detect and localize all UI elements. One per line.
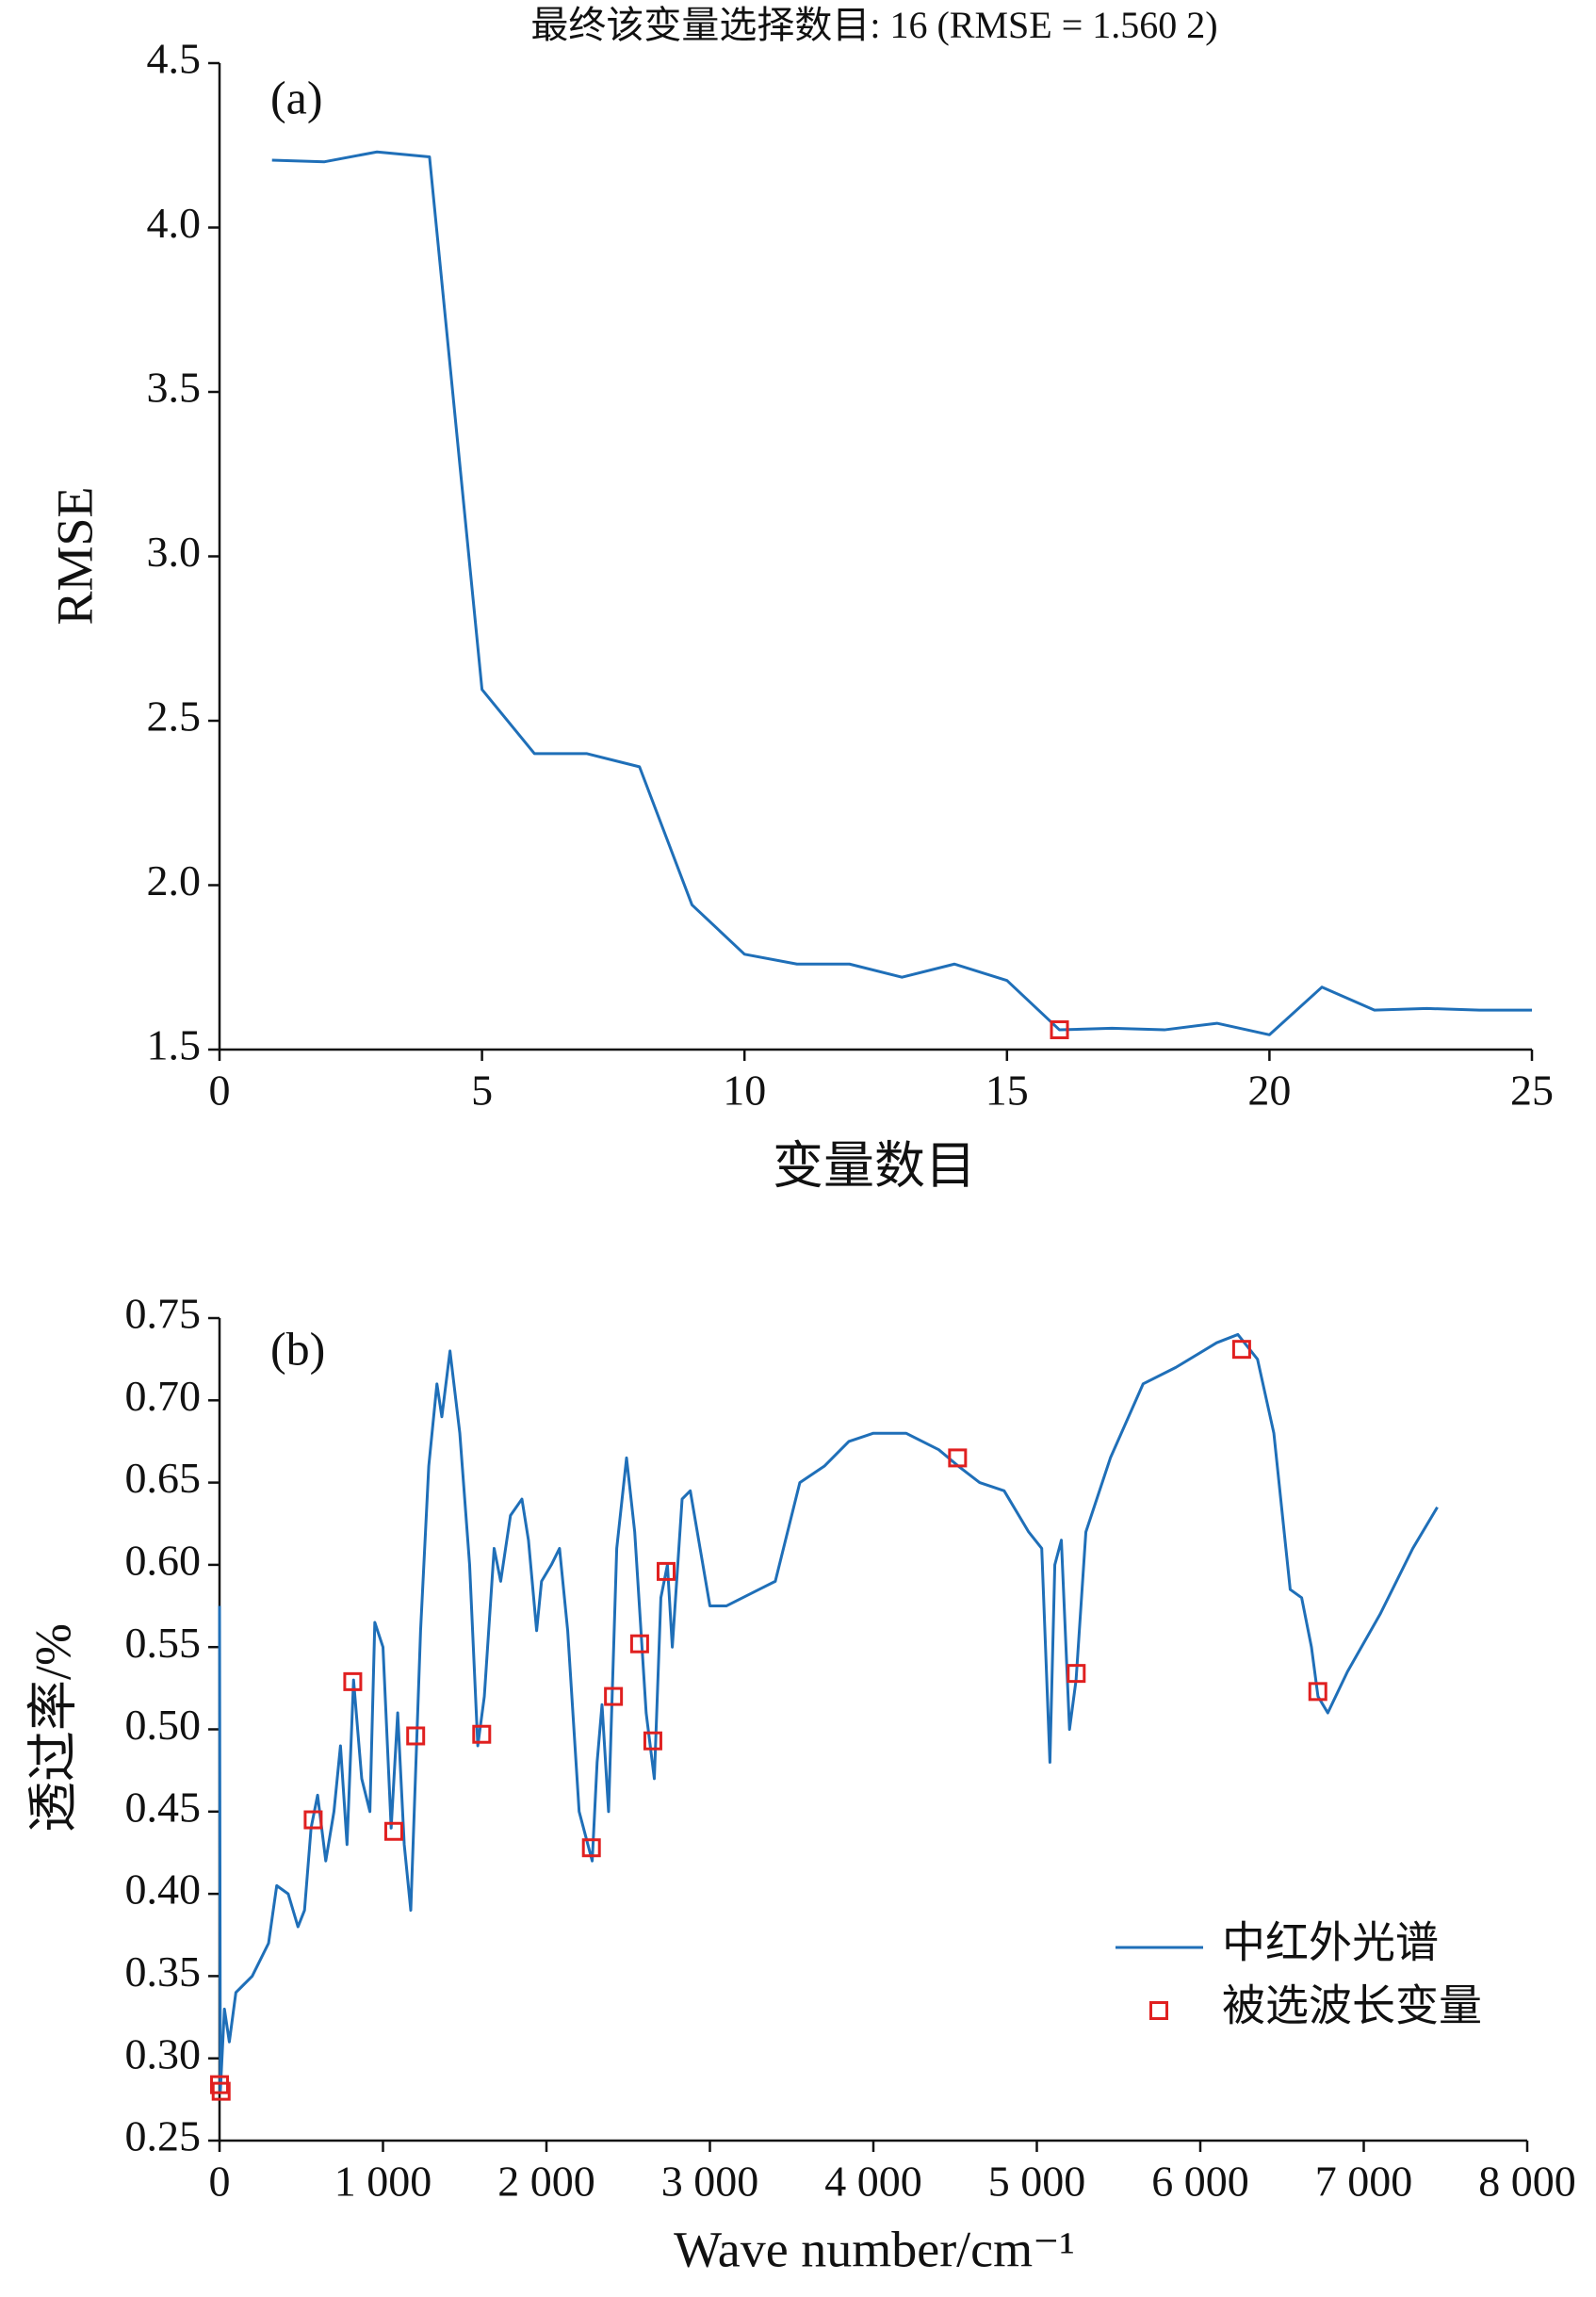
selected-marker	[1050, 1019, 1069, 1039]
selected-marker	[1231, 1340, 1251, 1360]
x-tick-label: 4 000	[824, 2158, 922, 2206]
y-tick-label: 0.60	[125, 1536, 202, 1584]
x-tick-label: 0	[209, 2158, 231, 2206]
y-tick-label: 0.75	[125, 1290, 202, 1338]
x-tick-label: 15	[985, 1067, 1029, 1115]
y-axis-label: 透过率/%	[24, 1623, 81, 1833]
x-tick-label: 20	[1247, 1067, 1291, 1115]
line	[218, 1332, 1439, 2093]
selected-marker	[210, 2075, 229, 2094]
line	[271, 150, 1532, 1036]
selected-marker	[604, 1686, 624, 1706]
selected-marker	[629, 1634, 649, 1654]
y-tick-label: 0.65	[125, 1454, 202, 1502]
panel-label: (a)	[270, 71, 323, 123]
legend-label: 被选波长变量	[1222, 1982, 1482, 2030]
y-tick-label: 0.25	[125, 2112, 202, 2160]
selected-marker	[343, 1671, 363, 1691]
x-tick-label: 1 000	[334, 2158, 432, 2206]
y-tick-label: 3.0	[147, 528, 202, 576]
panel-label: (b)	[270, 1322, 325, 1375]
x-axis-label: 变量数目	[773, 1137, 976, 1194]
y-tick-label: 4.0	[147, 199, 202, 247]
y-axis-label: RMSE	[46, 486, 103, 625]
y-tick-label: 0.35	[125, 1947, 202, 1996]
selected-marker	[406, 1726, 426, 1746]
x-tick-label: 5 000	[988, 2158, 1086, 2206]
legend-marker	[1149, 2001, 1168, 2020]
x-tick-label: 5	[471, 1067, 493, 1115]
y-tick-label: 0.30	[125, 2029, 202, 2077]
selected-marker	[948, 1448, 968, 1468]
x-tick-label: 6 000	[1151, 2158, 1249, 2206]
x-tick-label: 3 000	[661, 2158, 759, 2206]
x-tick-label: 0	[209, 1067, 231, 1115]
selected-marker	[303, 1810, 323, 1830]
x-tick-label: 7 000	[1315, 2158, 1413, 2206]
y-tick-label: 0.40	[125, 1865, 202, 1914]
selected-marker	[472, 1724, 492, 1744]
y-tick-label: 2.5	[147, 692, 202, 741]
y-tick-label: 4.5	[147, 35, 202, 83]
chart-title: 最终该变量选择数目: 16 (RMSE = 1.560 2)	[530, 4, 1217, 46]
x-tick-label: 8 000	[1478, 2158, 1576, 2206]
y-tick-label: 0.55	[125, 1619, 202, 1667]
x-tick-label: 25	[1510, 1067, 1554, 1115]
x-tick-label: 10	[723, 1067, 766, 1115]
selected-marker	[581, 1838, 601, 1858]
selected-marker	[657, 1561, 676, 1581]
y-tick-label: 2.0	[147, 856, 202, 904]
y-tick-label: 1.5	[147, 1021, 202, 1069]
y-tick-label: 0.50	[125, 1701, 202, 1749]
selected-marker	[383, 1821, 403, 1841]
selected-marker	[211, 2081, 231, 2101]
y-tick-label: 3.5	[147, 364, 202, 412]
y-tick-label: 0.70	[125, 1372, 202, 1420]
y-tick-label: 0.45	[125, 1783, 202, 1831]
x-axis-label: Wave number/cm⁻¹	[674, 2221, 1075, 2277]
selected-marker	[643, 1731, 662, 1751]
x-tick-label: 2 000	[497, 2158, 595, 2206]
selected-marker	[1067, 1664, 1086, 1684]
legend-label: 中红外光谱	[1222, 1919, 1439, 1967]
selected-marker	[1308, 1682, 1327, 1702]
